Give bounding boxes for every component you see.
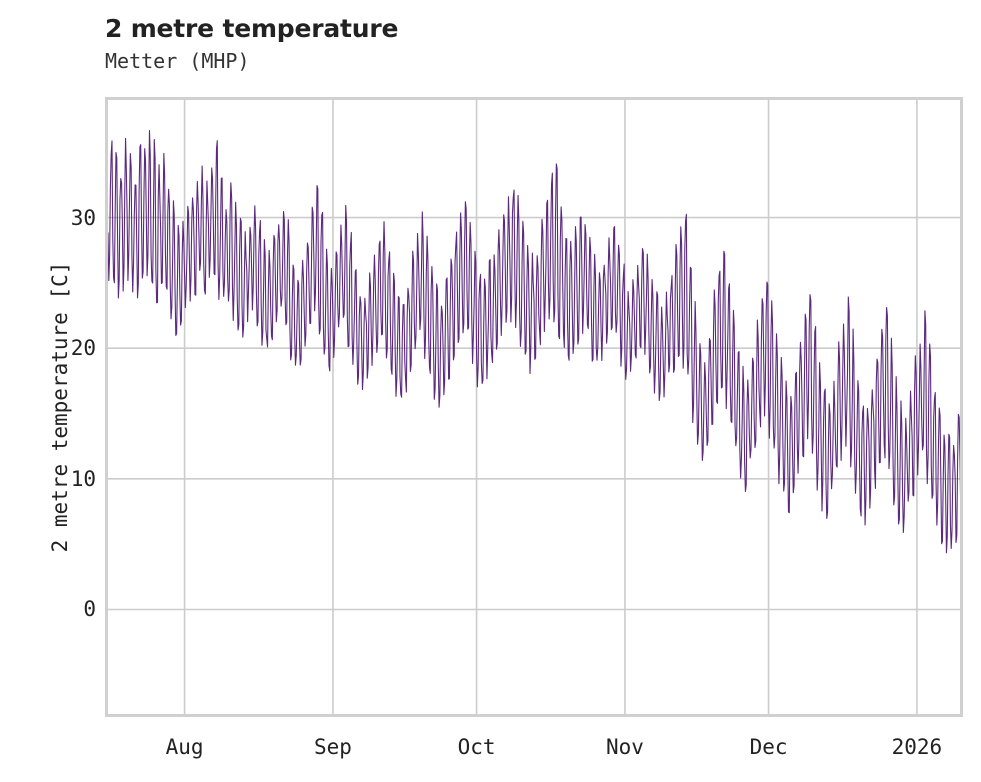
x-tick-label: Nov bbox=[605, 735, 644, 759]
x-tick-label: Sep bbox=[313, 735, 352, 759]
temperature-series bbox=[108, 131, 960, 674]
x-tick-label: Oct bbox=[457, 735, 496, 759]
y-tick-label: 10 bbox=[70, 466, 96, 491]
y-tick-label: 0 bbox=[83, 597, 96, 622]
page-title: 2 metre temperature bbox=[105, 14, 399, 43]
title-block: 2 metre temperature Metter (MHP) bbox=[105, 14, 905, 74]
plot-area bbox=[105, 97, 963, 717]
chart-canvas bbox=[108, 100, 960, 714]
x-tick-label: 2026 bbox=[891, 735, 943, 759]
chart-subtitle: Metter (MHP) bbox=[105, 49, 250, 73]
x-tick-label: Aug bbox=[165, 735, 204, 759]
y-axis-ticks: 0 10 20 30 bbox=[8, 0, 96, 782]
x-tick-label: Dec bbox=[749, 735, 788, 759]
y-tick-label: 30 bbox=[70, 205, 96, 230]
y-tick-label: 20 bbox=[70, 336, 96, 361]
gridlines bbox=[108, 100, 960, 714]
